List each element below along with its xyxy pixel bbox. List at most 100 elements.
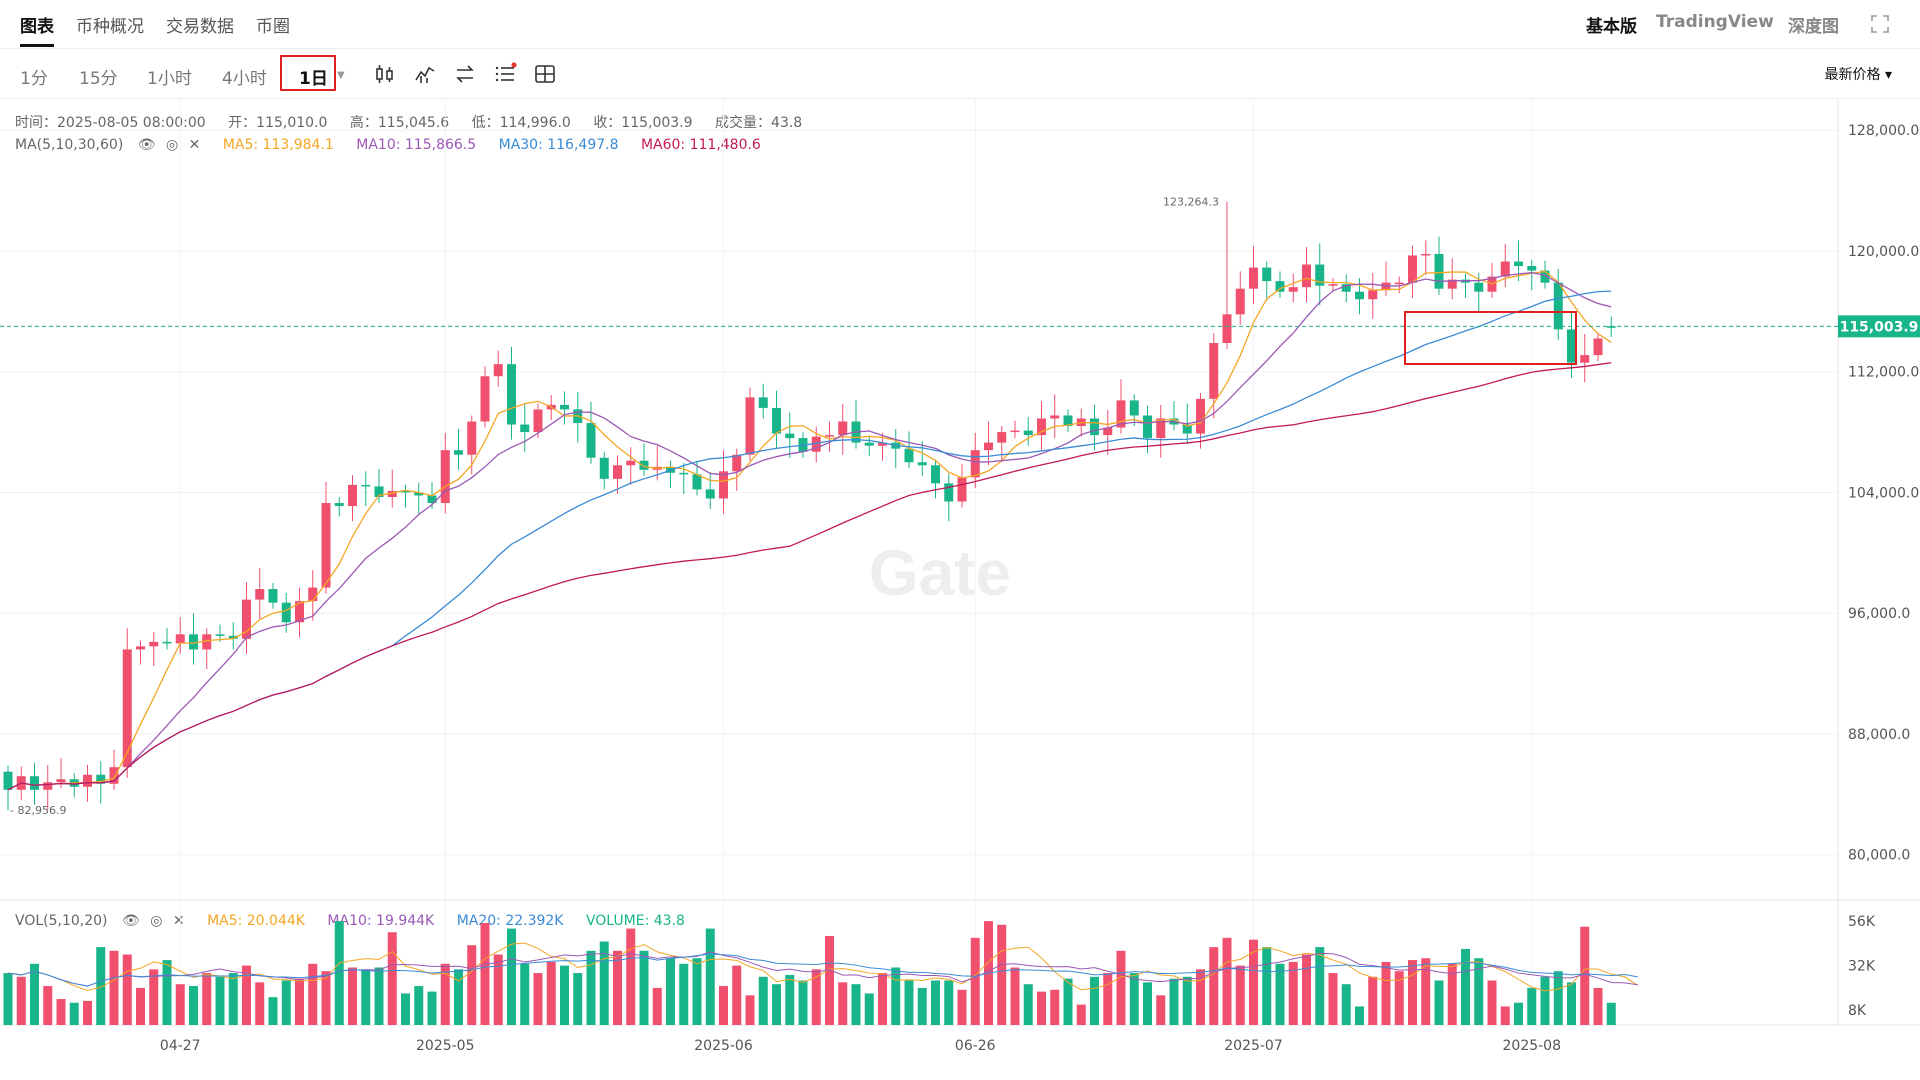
ma30-value: MA30: 116,497.8 [498, 137, 619, 153]
ma-close-icon[interactable]: ✕ [188, 137, 201, 153]
volume-bar [1090, 976, 1099, 1025]
candle-body [1209, 343, 1219, 399]
candle-body [984, 442, 993, 451]
candle-body [1090, 418, 1099, 436]
volume-bar [533, 973, 543, 1025]
ma-settings-icon[interactable]: ◎ [165, 137, 179, 153]
volume-bar [30, 963, 39, 1025]
volume-bar [613, 950, 622, 1025]
candle-body [1050, 415, 1060, 419]
interval-15m[interactable]: 15分 [79, 69, 118, 89]
view-basic[interactable]: 基本版 [1586, 17, 1637, 37]
candle-body [3, 771, 13, 790]
interval-1d[interactable]: 1日 [299, 69, 328, 89]
candle-body [454, 450, 463, 455]
interval-1h[interactable]: 1小时 [147, 69, 192, 89]
fullscreen-icon[interactable] [1870, 14, 1890, 34]
volume-bar [891, 967, 901, 1025]
swap-icon[interactable] [453, 62, 477, 86]
volume-bar [1553, 971, 1563, 1025]
price-tick-label: 104,000.0 [1848, 485, 1919, 501]
volume-bar [387, 932, 397, 1025]
volume-bar [1408, 960, 1417, 1025]
candle-body [56, 779, 66, 783]
volume-bar [1500, 1006, 1510, 1025]
volume-bar [1421, 958, 1431, 1025]
candle-body [1063, 415, 1073, 427]
volume-bar [1341, 984, 1351, 1025]
candle-body [1408, 255, 1417, 283]
volume-bar [1050, 989, 1060, 1025]
candle-body [374, 486, 384, 497]
candlestick-icon[interactable] [373, 62, 397, 86]
list-settings-icon[interactable] [493, 62, 517, 86]
candle-body [560, 404, 569, 410]
candle-body [1315, 264, 1325, 286]
candle-body [639, 460, 649, 470]
volume-bar [573, 973, 583, 1025]
layout-icon[interactable] [533, 62, 557, 86]
volume-bar [467, 945, 477, 1025]
volume-bar [917, 987, 927, 1025]
candle-body [162, 641, 172, 644]
volume-bar [1023, 984, 1033, 1025]
vol-close-icon[interactable]: ✕ [172, 913, 185, 929]
volume-bar [1328, 973, 1338, 1025]
tab-chart[interactable]: 图表 [20, 17, 54, 37]
candle-body [1487, 276, 1497, 292]
candle-body [467, 421, 477, 455]
candle-body [745, 397, 755, 455]
candle-body [1288, 287, 1298, 292]
volume-bar [1434, 980, 1444, 1025]
ma10-value: MA10: 115,866.5 [356, 137, 477, 153]
volume-bar [984, 921, 993, 1025]
candle-body [1249, 267, 1258, 289]
time-tick-label: 2025-07 [1224, 1038, 1283, 1054]
candle-body [533, 409, 543, 433]
volume-bar [957, 989, 967, 1025]
candle-body [666, 466, 675, 473]
volume-bar [202, 973, 212, 1025]
volume-bar [440, 963, 450, 1025]
tab-coin-circle[interactable]: 币圈 [256, 17, 290, 37]
candle-body [705, 489, 715, 499]
view-tradingview[interactable]: TradingView [1656, 12, 1774, 32]
volume-bar [69, 1002, 79, 1025]
volume-bar [1355, 1006, 1364, 1025]
candle-body [334, 503, 344, 507]
tab-coin-overview[interactable]: 币种概况 [76, 17, 144, 37]
candle-body [215, 634, 225, 636]
candle-body [16, 776, 26, 790]
candle-body [785, 433, 795, 439]
ohlc-close: 收：115,003.9 [593, 115, 693, 131]
ohlc-high: 高：115,045.6 [349, 115, 450, 131]
candle-body [427, 495, 437, 504]
candle-body [1461, 279, 1470, 283]
volume-bar [1606, 1002, 1616, 1025]
price-type-select[interactable]: 最新价格 ▾ [1824, 67, 1892, 83]
interval-1m[interactable]: 1分 [20, 69, 48, 89]
candle-body [732, 454, 742, 472]
indicator-icon[interactable] [413, 62, 437, 86]
interval-4h[interactable]: 4小时 [222, 69, 267, 89]
ma5-line [7, 270, 1612, 791]
vol-settings-icon[interactable]: ◎ [150, 913, 163, 929]
vol-ma20-line [7, 953, 1638, 987]
volume-bar [56, 999, 66, 1025]
ohlc-readout: 时间：2025-08-05 08:00:00 开：115,010.0 高：115… [15, 112, 820, 132]
tab-trading-data[interactable]: 交易数据 [166, 17, 234, 37]
candle-body [493, 364, 503, 377]
price-tick-label: 88,000.0 [1848, 727, 1910, 743]
candle-body [1553, 282, 1563, 330]
interval-dropdown-icon[interactable]: ▼ [337, 70, 345, 81]
candle-body [414, 492, 424, 496]
ma-eye-icon[interactable]: 👁 [137, 137, 156, 153]
candle-body [69, 779, 79, 787]
price-tick-label: 112,000.0 [1848, 365, 1919, 381]
volume-tick-label: 8K [1848, 1003, 1867, 1019]
volume-bar [361, 969, 371, 1025]
vol-eye-icon[interactable]: 👁 [121, 913, 140, 929]
candle-body [772, 407, 781, 434]
view-depth-chart[interactable]: 深度图 [1788, 17, 1839, 37]
candle-body [43, 782, 53, 790]
